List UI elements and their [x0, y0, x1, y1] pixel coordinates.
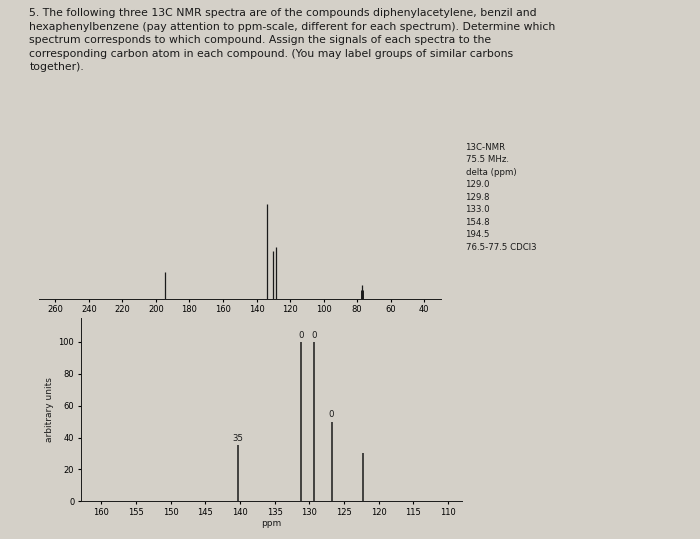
Text: 0: 0	[329, 410, 335, 419]
Text: 35: 35	[232, 434, 244, 443]
Text: 0: 0	[312, 330, 317, 340]
X-axis label: ppm: ppm	[261, 519, 281, 528]
Y-axis label: arbitrary units: arbitrary units	[46, 377, 55, 442]
Text: 0: 0	[298, 330, 304, 340]
Text: 5. The following three 13C NMR spectra are of the compounds diphenylacetylene, b: 5. The following three 13C NMR spectra a…	[29, 8, 556, 72]
Text: 13C-NMR
75.5 MHz.
delta (ppm)
129.0
129.8
133.0
154.8
194.5
76.5-77.5 CDCl3: 13C-NMR 75.5 MHz. delta (ppm) 129.0 129.…	[466, 143, 536, 252]
